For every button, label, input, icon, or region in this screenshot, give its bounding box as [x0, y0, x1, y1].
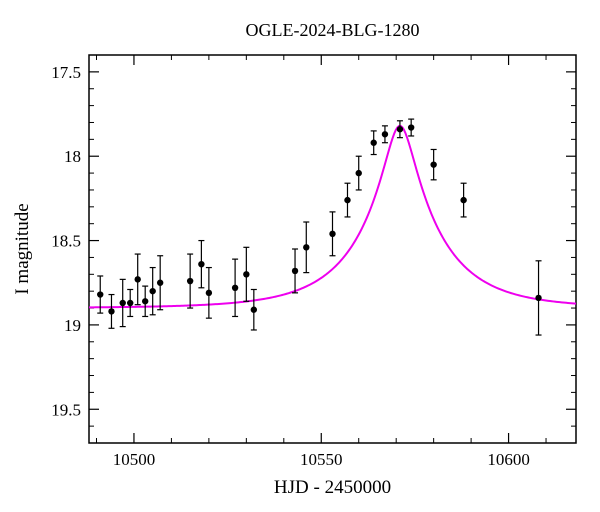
chart-svg: OGLE-2024-BLG-1280 HJD - 2450000 I magnitu…	[0, 0, 600, 512]
lightcurve-chart: OGLE-2024-BLG-1280 HJD - 2450000 I magnitu…	[0, 0, 600, 512]
svg-text:10550: 10550	[300, 450, 343, 469]
svg-text:18.5: 18.5	[51, 232, 81, 251]
chart-title: OGLE-2024-BLG-1280	[246, 20, 420, 40]
y-axis-label: I magnitude	[12, 203, 33, 294]
svg-text:10500: 10500	[113, 450, 156, 469]
svg-text:17.5: 17.5	[51, 63, 81, 82]
svg-text:19.5: 19.5	[51, 400, 81, 419]
svg-text:10600: 10600	[487, 450, 530, 469]
x-axis-label: HJD - 2450000	[274, 477, 391, 498]
svg-text:18: 18	[64, 147, 81, 166]
svg-text:19: 19	[64, 316, 81, 335]
